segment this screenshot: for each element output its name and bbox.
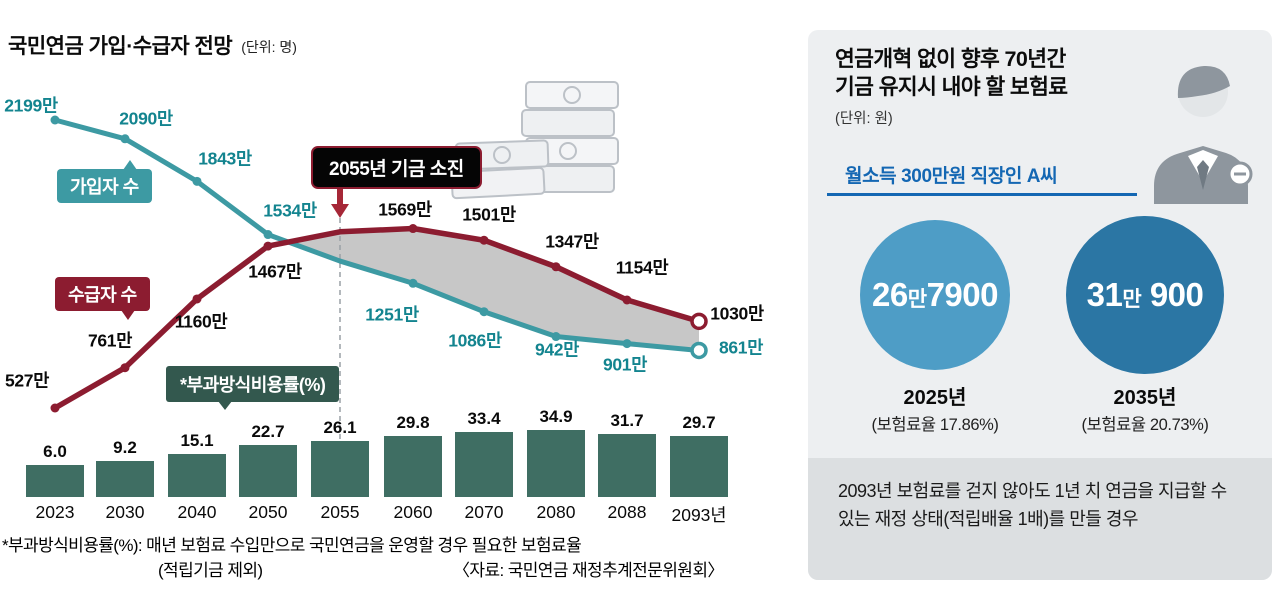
- chart-unit-label: (단위: 명): [241, 39, 297, 55]
- point-marker: [192, 294, 202, 304]
- cost-rate-bar: [239, 444, 297, 497]
- chart-title: 국민연금 가입·수급자 전망: [8, 35, 233, 58]
- bar-year-label: 2023: [35, 502, 75, 522]
- depletion-arrow-head: [331, 204, 349, 218]
- bar-value-label: 29.7: [682, 413, 716, 433]
- point-marker: [622, 295, 632, 305]
- bar-value-label: 26.1: [323, 417, 357, 437]
- premium-circle-2025: 26만7900: [860, 220, 1010, 370]
- beneficiaries-legend-bubble: 수급자 수: [55, 277, 150, 320]
- point-marker: [120, 134, 130, 144]
- panel-bottom-note: 2093년 보험료를 걷지 않아도 1년 치 연금을 지급할 수 있는 재정 상…: [808, 458, 1272, 580]
- bar-year-label: 2040: [177, 502, 217, 522]
- bar-value-label: 9.2: [113, 437, 137, 457]
- point-marker: [622, 339, 632, 349]
- forecast-chart-section: 국민연금 가입·수급자 전망 (단위: 명) 2199만 2090만 1843만 153…: [2, 30, 764, 580]
- circle-rate-label: (보험료율 20.73%): [1081, 416, 1209, 434]
- panel-unit-label: (단위: 원): [835, 111, 893, 127]
- cost-rate-bar: [670, 436, 728, 497]
- point-marker: [263, 230, 273, 240]
- source-credit: 〈자료: 국민연금 재정추계전문위원회〉: [453, 561, 724, 580]
- bar-value-label: 33.4: [467, 408, 501, 428]
- circle-year-label: 2035년: [1113, 387, 1177, 409]
- bar-value-label: 22.7: [251, 421, 285, 441]
- line-chart-canvas: [50, 115, 708, 455]
- cost-rate-bar: [311, 440, 369, 497]
- cost-rate-bar: [96, 460, 154, 497]
- panel-title: 연금개혁 없이 향후 70년간 기금 유지시 내야 할 보험료: [835, 45, 1068, 101]
- cost-rate-bar: [455, 431, 513, 497]
- panel-title-line2: 기금 유지시 내야 할 보험료: [835, 75, 1068, 99]
- point-marker: [479, 307, 489, 317]
- point-marker: [551, 262, 561, 272]
- cost-rate-bar: [26, 464, 84, 497]
- office-worker-icon: [1154, 65, 1253, 204]
- subject-underline: [827, 193, 1137, 196]
- cost-rate-bar: [384, 436, 442, 497]
- point-marker: [50, 115, 60, 125]
- point-marker: [263, 241, 273, 251]
- beneficiaries-line: [52, 225, 702, 411]
- bar-year-label: 2030: [105, 502, 145, 522]
- gap-shade-area: [288, 228, 699, 351]
- premium-panel: 연금개혁 없이 향후 70년간 기금 유지시 내야 할 보험료 (단위: 원) …: [808, 30, 1272, 580]
- premium-circle-2035: 31만 900: [1066, 216, 1224, 374]
- point-marker: [50, 403, 60, 413]
- end-point-marker: [690, 341, 708, 360]
- premium-amount: 31만 900: [1086, 276, 1204, 313]
- cost-rate-badge: *부과방식비용률(%): [166, 366, 340, 410]
- footnote: *부과방식비용률(%): 매년 보험료 수입만으로 국민연금을 운영할 경우 필…: [2, 536, 582, 555]
- fund-depletion-annotation: 2055년 기금 소진: [311, 146, 482, 189]
- premium-amount: 26만7900: [872, 276, 998, 313]
- bar-year-label: 2088: [607, 502, 647, 522]
- bar-value-label: 15.1: [180, 430, 214, 450]
- subject-label: 월소득 300만원 직장인 A씨: [845, 166, 1058, 187]
- bar-year-label: 2055: [320, 502, 360, 522]
- bar-value-label: 34.9: [539, 407, 573, 427]
- panel-title-line1: 연금개혁 없이 향후 70년간: [835, 47, 1066, 71]
- end-point-marker: [690, 312, 708, 331]
- cost-rate-bar-chart: 6.0 2023 9.2 2030 15.1 2040 22.7 2050 26.1 2055 29…: [26, 407, 728, 525]
- bar-year-label: 2080: [536, 502, 576, 522]
- point-marker: [120, 363, 130, 373]
- bar-year-label: 2093년: [671, 505, 727, 525]
- cost-rate-bar: [527, 430, 585, 497]
- bar-value-label: 29.8: [396, 413, 430, 433]
- footnote-sub: (적립기금 제외): [158, 561, 263, 580]
- subscribers-legend-bubble: 가입자 수: [57, 160, 152, 203]
- subscribers-line: [52, 117, 702, 353]
- bar-year-label: 2060: [393, 502, 433, 522]
- cost-rate-bar: [168, 453, 226, 497]
- point-marker: [192, 176, 202, 186]
- circle-year-label: 2025년: [903, 387, 967, 409]
- bar-year-label: 2070: [464, 502, 504, 522]
- bar-year-label: 2050: [248, 502, 288, 522]
- point-marker: [408, 278, 418, 288]
- bar-value-label: 31.7: [610, 410, 644, 430]
- cost-rate-bar: [598, 433, 656, 497]
- point-marker: [479, 235, 489, 245]
- circle-rate-label: (보험료율 17.86%): [871, 416, 999, 434]
- bar-value-label: 6.0: [43, 441, 67, 461]
- point-marker: [551, 332, 561, 342]
- point-marker: [408, 224, 418, 234]
- chart-header: 국민연금 가입·수급자 전망 (단위: 명): [8, 30, 297, 60]
